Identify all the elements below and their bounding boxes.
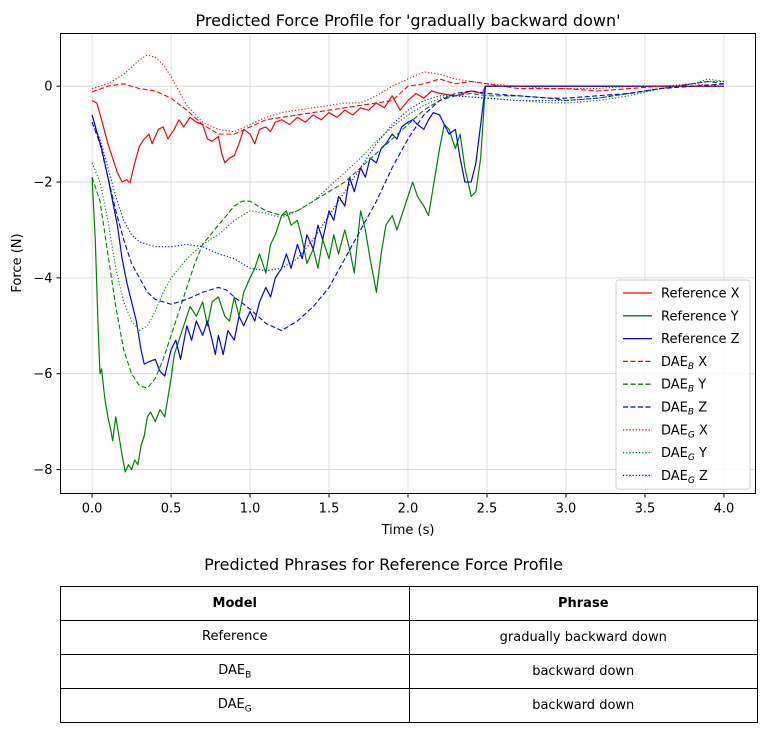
- phrase-cell: backward down: [408, 654, 758, 689]
- phrase-cell: gradually backward down: [408, 620, 758, 655]
- x-tick-label: 2.0: [398, 502, 419, 517]
- table-header-row: Model Phrase: [60, 586, 758, 621]
- force-profile-chart: Predicted Force Profile for 'gradually b…: [10, 11, 756, 538]
- table-row: DAEB backward down: [60, 654, 758, 689]
- x-tick-label: 4.0: [714, 502, 735, 517]
- y-tick-label: −4: [33, 271, 52, 286]
- y-tick-label: −8: [33, 463, 52, 478]
- y-axis-label: Force (N): [10, 233, 25, 292]
- table-row: Reference gradually backward down: [60, 620, 758, 655]
- x-axis-label: Time (s): [381, 523, 435, 538]
- legend-label: DAEB Z: [661, 401, 707, 418]
- x-tick-label: 2.5: [477, 502, 498, 517]
- table-title: Predicted Phrases for Reference Force Pr…: [204, 555, 563, 574]
- y-tick-label: −2: [33, 176, 52, 191]
- series-line-reference-z: [91, 85, 724, 377]
- chart-title: Predicted Force Profile for 'gradually b…: [196, 11, 621, 30]
- legend-box: [615, 279, 751, 490]
- y-tick-label: 0: [44, 80, 52, 95]
- x-tick-label: 3.0: [556, 502, 577, 517]
- legend-label: DAEG Y: [661, 446, 707, 463]
- model-cell: Reference: [60, 620, 410, 655]
- series-layer: [91, 54, 724, 473]
- legend-label: Reference X: [661, 287, 740, 302]
- legend-label: DAEG Z: [661, 469, 708, 486]
- axis-ticks: 0.0 0.5 1.0 1.5 2.0 2.5 3.0 3.5 4.0 0 −2 −4 −6 −8: [33, 80, 734, 517]
- legend: Reference X Reference Y Reference Z DAEB X D…: [615, 279, 751, 490]
- series-line-reference-x: [91, 85, 724, 184]
- x-tick-label: 1.0: [240, 502, 261, 517]
- legend-label: DAEG X: [661, 423, 708, 440]
- y-tick-label: −6: [33, 367, 52, 382]
- series-line-dae-g-x: [91, 54, 724, 133]
- legend-label: Reference Z: [661, 332, 740, 347]
- model-cell: DAEB: [60, 654, 410, 689]
- legend-label: DAEB Y: [661, 378, 706, 395]
- series-line-dae-b-z: [91, 83, 724, 332]
- header-phrase: Phrase: [408, 586, 758, 621]
- x-tick-label: 1.5: [319, 502, 340, 517]
- header-model: Model: [60, 586, 410, 621]
- model-cell: DAEG: [60, 688, 410, 723]
- series-line-reference-y: [91, 85, 724, 473]
- table-row: DAEG backward down: [60, 688, 758, 723]
- phrase-cell: backward down: [408, 688, 758, 723]
- legend-label: DAEB X: [661, 355, 707, 372]
- x-tick-label: 3.5: [635, 502, 656, 517]
- phrase-table: Model Phrase Reference gradually backwar…: [60, 586, 758, 723]
- x-tick-label: 0.0: [82, 502, 103, 517]
- legend-label: Reference Y: [661, 309, 739, 324]
- series-line-dae-g-z: [91, 80, 724, 272]
- x-tick-label: 0.5: [161, 502, 182, 517]
